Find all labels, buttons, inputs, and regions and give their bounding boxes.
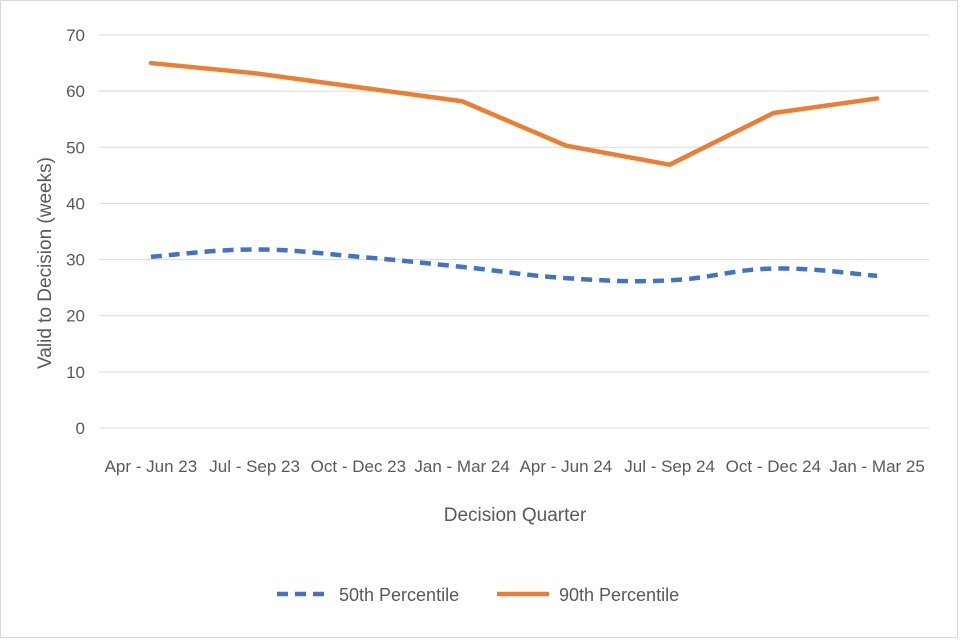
y-axis-ticks: 0 10 20 30 40 50 60 70 bbox=[66, 26, 85, 438]
series-line-50th-percentile bbox=[150, 247, 878, 284]
y-tick-label: 10 bbox=[66, 363, 85, 382]
data-point bbox=[149, 61, 153, 65]
data-point bbox=[253, 71, 257, 75]
data-point bbox=[564, 144, 568, 148]
data-point bbox=[460, 99, 464, 103]
y-tick-label: 0 bbox=[76, 419, 85, 438]
data-point bbox=[564, 276, 568, 280]
data-point bbox=[460, 265, 464, 269]
y-tick-label: 40 bbox=[66, 194, 85, 213]
y-tick-label: 30 bbox=[66, 251, 85, 270]
y-axis-title: Valid to Decision (weeks) bbox=[35, 157, 56, 369]
y-tick-label: 60 bbox=[66, 82, 85, 101]
data-point bbox=[771, 267, 775, 271]
data-point bbox=[149, 255, 153, 259]
x-tick-label: Oct - Dec 24 bbox=[726, 457, 821, 476]
x-tick-label: Jan - Mar 24 bbox=[414, 457, 509, 476]
x-axis-title: Decision Quarter bbox=[444, 505, 587, 526]
legend-label: 90th Percentile bbox=[559, 585, 679, 605]
gridlines bbox=[99, 34, 929, 429]
data-point bbox=[356, 255, 360, 259]
data-point bbox=[668, 163, 672, 167]
y-tick-label: 70 bbox=[66, 26, 85, 45]
data-point bbox=[668, 278, 672, 282]
x-axis-ticks: Apr - Jun 23 Jul - Sep 23 Oct - Dec 23 Jan … bbox=[105, 457, 925, 476]
x-tick-label: Apr - Jun 24 bbox=[520, 457, 613, 476]
data-point bbox=[875, 274, 879, 278]
data-point bbox=[356, 85, 360, 89]
y-tick-label: 20 bbox=[66, 307, 85, 326]
x-tick-label: Jul - Sep 23 bbox=[209, 457, 300, 476]
series-lines bbox=[148, 60, 880, 284]
series-line-90th-percentile bbox=[148, 60, 880, 167]
legend-label: 50th Percentile bbox=[339, 585, 459, 605]
data-point bbox=[253, 247, 257, 251]
legend: 50th Percentile 90th Percentile bbox=[277, 585, 679, 605]
x-tick-label: Apr - Jun 23 bbox=[105, 457, 198, 476]
data-point bbox=[771, 111, 775, 115]
x-tick-label: Jul - Sep 24 bbox=[624, 457, 715, 476]
x-tick-label: Oct - Dec 23 bbox=[311, 457, 406, 476]
data-point bbox=[875, 96, 879, 100]
y-tick-label: 50 bbox=[66, 138, 85, 157]
x-tick-label: Jan - Mar 25 bbox=[829, 457, 924, 476]
